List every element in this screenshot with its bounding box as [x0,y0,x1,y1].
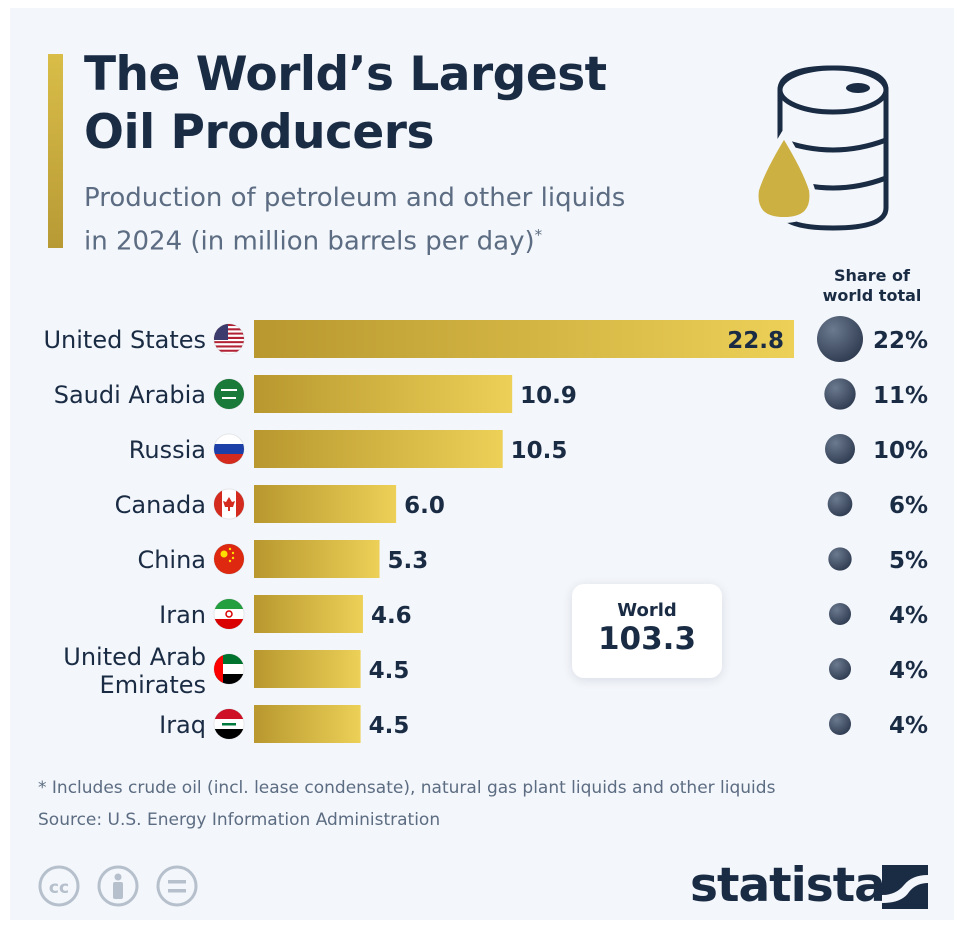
noderivs-icon[interactable] [156,865,198,907]
bar-row: United States 22.8 22% [43,316,928,362]
category-label: Russia [129,436,206,464]
share-bubble [829,603,851,625]
share-bubble [828,547,852,571]
bar-value-label: 6.0 [404,493,445,519]
flag-icon-6 [213,653,245,685]
flag-icon-4 [213,543,245,575]
oil-barrel-icon [752,65,889,231]
title-line-2: Oil Producers [84,105,434,160]
flag-icon-5 [213,598,245,630]
bar [254,705,361,743]
bar-value-label: 4.5 [369,713,410,739]
share-label: 10% [873,438,928,464]
share-label: 11% [873,383,928,409]
share-label: 4% [889,603,928,629]
category-label: Iraq [159,711,206,739]
bar-row: Iraq 4.5 4% [159,705,928,743]
bar-value-label: 5.3 [388,548,429,574]
category-label: Canada [115,491,206,519]
share-label: 4% [889,713,928,739]
title-line-1: The World’s Largest [84,47,607,102]
cc-icon[interactable]: cc [38,865,80,907]
title-accent-bar [48,54,63,248]
bar-row: Canada 6.0 6% [115,485,928,523]
share-bubble [829,713,851,735]
attribution-icon[interactable] [97,865,139,907]
subtitle-line-2: in 2024 (in million barrels per day)* [84,217,724,261]
bar [254,595,363,633]
share-label: 6% [889,493,928,519]
category-label: Saudi Arabia [54,381,206,409]
source-note: Source: U.S. Energy Information Administ… [38,810,441,830]
category-label: United States [43,326,206,354]
statista-logo[interactable]: statista [690,858,938,914]
category-label: United Arab Emirates [63,643,206,699]
share-header-line-2: world total [822,286,922,305]
flag-icon-2 [213,433,245,465]
bar-value-label: 4.6 [371,603,412,629]
flag-icon-7 [213,708,245,740]
flag-icon-0 [213,323,245,355]
share-bubble [825,434,855,464]
bar-value-label: 10.5 [511,438,568,464]
bar-value-label: 10.9 [520,383,577,409]
oil-drop-icon [752,128,816,224]
bar-row: Saudi Arabia 10.9 11% [54,375,928,413]
flag-icon-1 [213,378,245,410]
bar-value-label: 4.5 [369,658,410,684]
share-header-line-1: Share of [834,266,910,285]
bar [254,375,513,413]
share-column-header: Share of world total [808,266,936,306]
share-label: 22% [873,328,928,354]
flag-icon-3 [213,488,245,520]
world-label: World [617,600,677,621]
share-label: 5% [889,548,928,574]
statista-wordmark: statista [690,858,886,913]
bar [254,540,380,578]
license-icons: cc [38,865,198,907]
bar-row: China 5.3 5% [137,540,928,578]
share-bubble [827,491,853,517]
category-label: China [137,546,206,574]
share-bubble [824,378,856,410]
bar [254,430,503,468]
bar [254,485,397,523]
bar-value-label: 22.8 [727,328,784,354]
share-label: 4% [889,658,928,684]
share-bubble [829,658,851,680]
world-total-callout: World 103.3 [572,584,722,678]
bar-row: United Arab Emirates 4.5 4% [63,643,928,699]
footnote: * Includes crude oil (incl. lease conden… [38,778,776,798]
subtitle-line-2-text: in 2024 (in million barrels per day) [84,226,535,257]
page-title: The World’s Largest Oil Producers [84,46,724,162]
svg-text:cc: cc [49,878,69,898]
bar [254,320,794,358]
subtitle: Production of petroleum and other liquid… [84,180,724,261]
share-bubble [817,316,863,362]
subtitle-line-1: Production of petroleum and other liquid… [84,183,626,213]
bar-row: Russia 10.5 10% [129,430,928,468]
subtitle-footnote-mark: * [534,226,543,244]
bar-rows: United States 22.8 22% Saudi Arabia 10.9 11% R… [43,316,928,743]
category-label: Iran [159,601,206,629]
world-value: 103.3 [597,621,697,657]
bar-row: Iran 4.6 4% [159,595,928,633]
statista-logo-icon [882,865,928,909]
bar [254,650,361,688]
